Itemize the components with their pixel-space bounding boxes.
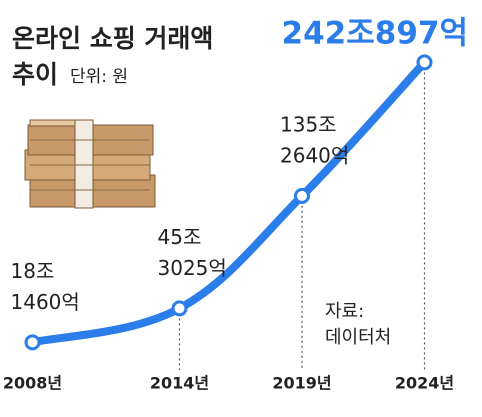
value-label: 45조 <box>158 225 202 249</box>
value-label: 2640억 <box>280 143 349 167</box>
value-label: 135조 <box>280 112 337 136</box>
line <box>28 58 429 347</box>
x-tick-label: 2008년 <box>3 374 62 393</box>
value-label: 1460억 <box>11 290 80 314</box>
point <box>416 54 433 71</box>
point <box>294 187 310 204</box>
chart-title: 온라인 쇼핑 거래액 <box>12 24 213 53</box>
x-tick-label: 2019년 <box>272 374 331 393</box>
x-tick-label: 2014년 <box>150 374 209 393</box>
x-tick-label: 2024년 <box>395 374 454 393</box>
point <box>171 300 188 317</box>
source-label: 데이터처 <box>325 327 391 348</box>
value-label: 242조897억 <box>282 16 468 52</box>
value-label: 18조 <box>11 259 55 283</box>
point <box>24 334 41 351</box>
unit-label: 단위: 원 <box>70 67 128 87</box>
chart-title: 추이 <box>12 60 58 89</box>
value-label: 3025억 <box>158 256 227 280</box>
money-illustration <box>24 119 156 209</box>
source-label: 자료: <box>325 301 364 322</box>
